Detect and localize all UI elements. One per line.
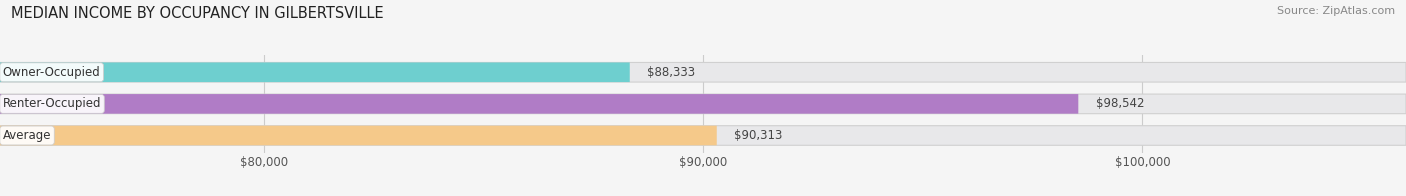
Text: $90,313: $90,313: [734, 129, 783, 142]
Text: Renter-Occupied: Renter-Occupied: [3, 97, 101, 110]
FancyBboxPatch shape: [0, 126, 1406, 145]
FancyBboxPatch shape: [0, 126, 717, 145]
Text: MEDIAN INCOME BY OCCUPANCY IN GILBERTSVILLE: MEDIAN INCOME BY OCCUPANCY IN GILBERTSVI…: [11, 6, 384, 21]
Text: $88,333: $88,333: [647, 66, 696, 79]
Text: $98,542: $98,542: [1095, 97, 1144, 110]
FancyBboxPatch shape: [0, 63, 1406, 82]
Text: Owner-Occupied: Owner-Occupied: [3, 66, 101, 79]
FancyBboxPatch shape: [0, 63, 630, 82]
FancyBboxPatch shape: [0, 94, 1406, 114]
Text: Source: ZipAtlas.com: Source: ZipAtlas.com: [1277, 6, 1395, 16]
Text: Average: Average: [3, 129, 52, 142]
FancyBboxPatch shape: [0, 94, 1078, 114]
